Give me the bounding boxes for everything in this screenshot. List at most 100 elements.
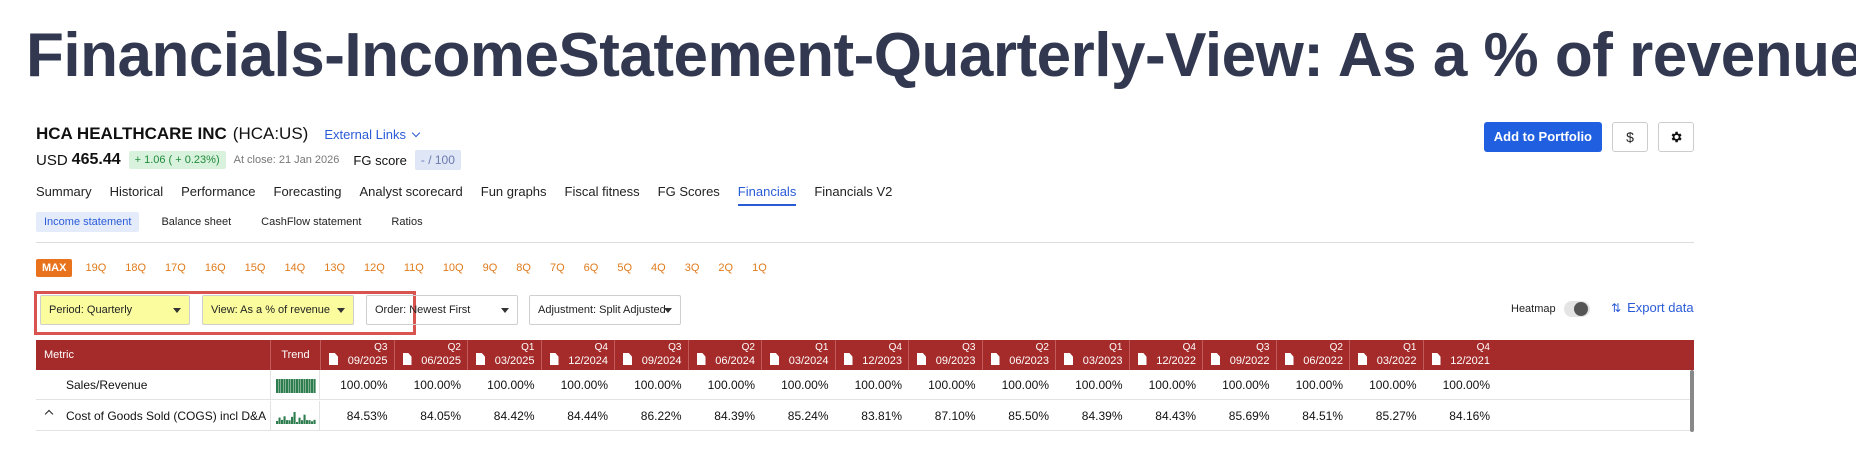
view-dropdown[interactable]: View: As a % of revenue bbox=[202, 295, 354, 325]
sparkline-bar bbox=[311, 379, 314, 393]
range-chip-11q[interactable]: 11Q bbox=[403, 262, 424, 274]
table-cell: 100.00% bbox=[707, 378, 755, 392]
range-chip-15q[interactable]: 15Q bbox=[244, 262, 266, 274]
range-chip-3q[interactable]: 3Q bbox=[684, 262, 700, 274]
document-icon[interactable] bbox=[917, 353, 926, 365]
document-icon[interactable] bbox=[1284, 353, 1294, 365]
document-icon[interactable] bbox=[843, 353, 853, 365]
tab-performance[interactable]: Performance bbox=[181, 184, 256, 199]
range-chip-13q[interactable]: 13Q bbox=[324, 262, 346, 274]
column-header[interactable]: Q3 09/2022 bbox=[1202, 340, 1276, 370]
chevron-up-icon[interactable] bbox=[44, 409, 54, 419]
tab-fiscal-fitness[interactable]: Fiscal fitness bbox=[564, 184, 640, 199]
document-icon[interactable] bbox=[1137, 353, 1147, 365]
period-dropdown[interactable]: Period: Quarterly bbox=[40, 295, 190, 325]
export-data-button[interactable]: ⇅ Export data bbox=[1611, 300, 1694, 315]
range-chip-19q[interactable]: 19Q bbox=[85, 262, 107, 274]
column-header[interactable]: Q4 12/2023 bbox=[834, 340, 909, 370]
subtab-ratios[interactable]: Ratios bbox=[391, 216, 423, 228]
table-scrollbar[interactable] bbox=[1690, 370, 1694, 432]
tab-analyst-scorecard[interactable]: Analyst scorecard bbox=[359, 184, 463, 199]
table-cell: 100.00% bbox=[634, 378, 682, 392]
sparkline-bar bbox=[296, 379, 299, 393]
column-header[interactable]: Q2 06/2024 bbox=[687, 340, 762, 370]
table-cell: 84.51% bbox=[1302, 409, 1343, 423]
column-header[interactable]: Q3 09/2025 bbox=[320, 340, 394, 370]
document-icon[interactable] bbox=[476, 353, 485, 365]
range-chip-16q[interactable]: 16Q bbox=[204, 262, 226, 274]
column-header[interactable]: Q2 06/2025 bbox=[393, 340, 468, 370]
column-header[interactable]: Q4 12/2024 bbox=[540, 340, 615, 370]
range-chip-6q[interactable]: 6Q bbox=[583, 262, 599, 274]
trend-sparkline bbox=[270, 401, 320, 431]
tab-forecasting[interactable]: Forecasting bbox=[273, 184, 342, 199]
document-icon[interactable] bbox=[990, 353, 1000, 365]
column-header[interactable]: Q1 03/2023 bbox=[1055, 340, 1129, 370]
subtab-balance-sheet[interactable]: Balance sheet bbox=[161, 216, 232, 228]
adjustment-dropdown[interactable]: Adjustment: Split Adjusted bbox=[529, 295, 681, 325]
document-icon[interactable] bbox=[1358, 353, 1367, 365]
quarter-label: Q4 bbox=[594, 342, 608, 353]
external-links-dropdown[interactable]: External Links bbox=[324, 127, 421, 142]
document-icon[interactable] bbox=[696, 353, 706, 365]
order-dropdown[interactable]: Order: Newest First bbox=[366, 295, 518, 325]
document-icon[interactable] bbox=[1211, 353, 1220, 365]
sparkline-bar bbox=[293, 379, 296, 393]
range-chip-17q[interactable]: 17Q bbox=[165, 262, 186, 274]
column-header[interactable]: Q4 12/2021 bbox=[1422, 340, 1497, 370]
column-header[interactable]: Q1 03/2024 bbox=[761, 340, 835, 370]
range-chip-10q[interactable]: 10Q bbox=[442, 262, 464, 274]
tab-financials[interactable]: Financials bbox=[737, 184, 797, 206]
order-dropdown-label: Order: Newest First bbox=[375, 304, 471, 316]
currency-button[interactable]: $ bbox=[1612, 122, 1648, 152]
subtab-income-statement[interactable]: Income statement bbox=[36, 212, 140, 232]
document-icon[interactable] bbox=[402, 353, 412, 365]
range-chip-2q[interactable]: 2Q bbox=[718, 262, 734, 274]
tab-summary[interactable]: Summary bbox=[36, 184, 92, 199]
range-chip-1q[interactable]: 1Q bbox=[752, 262, 767, 274]
table-cell: 84.44% bbox=[567, 409, 608, 423]
close-date: At close: 21 Jan 2026 bbox=[233, 154, 340, 166]
company-header: HCA HEALTHCARE INC (HCA:US) External Lin… bbox=[36, 124, 421, 144]
range-chip-max[interactable]: MAX bbox=[36, 259, 73, 277]
range-chip-5q[interactable]: 5Q bbox=[617, 262, 633, 274]
column-header[interactable]: Q2 06/2023 bbox=[981, 340, 1056, 370]
document-icon[interactable] bbox=[549, 353, 559, 365]
add-to-portfolio-button[interactable]: Add to Portfolio bbox=[1483, 122, 1602, 152]
subtab-cashflow-statement[interactable]: CashFlow statement bbox=[261, 216, 362, 228]
document-icon[interactable] bbox=[1064, 353, 1073, 365]
tab-fun-graphs[interactable]: Fun graphs bbox=[480, 184, 547, 199]
document-icon[interactable] bbox=[1431, 353, 1441, 365]
column-header[interactable]: Q1 03/2025 bbox=[467, 340, 541, 370]
sparkline-bar bbox=[288, 420, 291, 424]
heatmap-toggle[interactable] bbox=[1563, 301, 1590, 317]
column-header[interactable]: Q3 09/2023 bbox=[908, 340, 982, 370]
sparkline-chart bbox=[276, 412, 316, 424]
column-header[interactable]: Q3 09/2024 bbox=[614, 340, 688, 370]
heatmap-label: Heatmap bbox=[1511, 303, 1556, 315]
company-ticker: (HCA:US) bbox=[232, 124, 309, 143]
range-chip-7q[interactable]: 7Q bbox=[549, 262, 565, 274]
document-icon[interactable] bbox=[623, 353, 632, 365]
column-header[interactable]: Q4 12/2022 bbox=[1128, 340, 1203, 370]
range-chip-14q[interactable]: 14Q bbox=[284, 262, 306, 274]
sparkline-bar bbox=[313, 419, 316, 424]
range-chip-9q[interactable]: 9Q bbox=[482, 262, 498, 274]
quarter-label: Q3 bbox=[374, 342, 388, 353]
table-cell: 100.00% bbox=[560, 378, 608, 392]
tab-fg-scores[interactable]: FG Scores bbox=[657, 184, 720, 199]
column-header[interactable]: Q2 06/2022 bbox=[1275, 340, 1350, 370]
range-chip-4q[interactable]: 4Q bbox=[651, 262, 666, 274]
settings-button[interactable] bbox=[1658, 122, 1694, 152]
sparkline-bar bbox=[308, 379, 311, 393]
table-cell: 100.00% bbox=[1442, 378, 1490, 392]
quarter-label: Q1 bbox=[1403, 342, 1417, 353]
tab-historical[interactable]: Historical bbox=[109, 184, 164, 199]
range-chip-8q[interactable]: 8Q bbox=[516, 262, 531, 274]
column-header[interactable]: Q1 03/2022 bbox=[1349, 340, 1423, 370]
document-icon[interactable] bbox=[329, 353, 338, 365]
range-chip-12q[interactable]: 12Q bbox=[364, 262, 385, 274]
range-chip-18q[interactable]: 18Q bbox=[125, 262, 147, 274]
document-icon[interactable] bbox=[770, 353, 779, 365]
tab-financials-v2[interactable]: Financials V2 bbox=[814, 184, 893, 199]
